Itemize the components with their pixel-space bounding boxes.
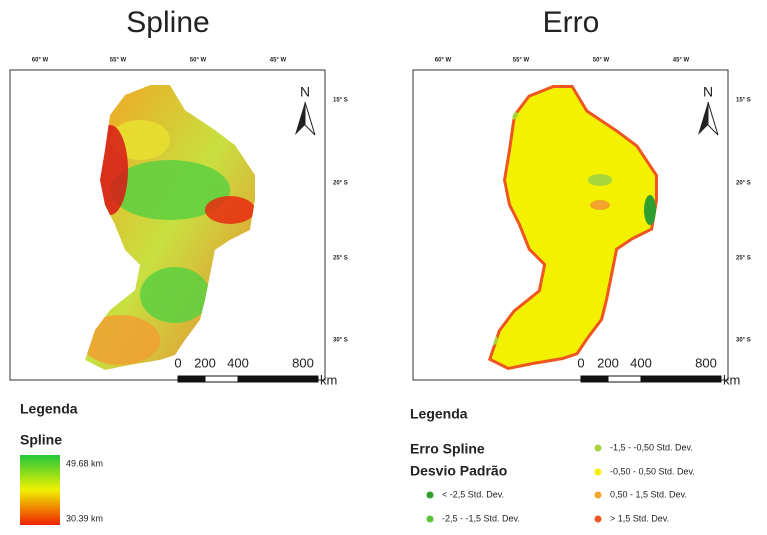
legend-label: > 1,5 Std. Dev. bbox=[610, 513, 669, 523]
blob bbox=[590, 200, 610, 210]
lat-label: 20° S bbox=[333, 181, 348, 187]
scale-label: 400 bbox=[227, 355, 249, 370]
legend-label: -0,50 - 0,50 Std. Dev. bbox=[610, 466, 695, 476]
lon-label: 45° W bbox=[270, 58, 287, 64]
legend-title: Spline bbox=[20, 432, 62, 448]
legend-swatch bbox=[427, 492, 434, 499]
scale-bar bbox=[238, 376, 318, 382]
lon-label: 45° W bbox=[673, 58, 690, 64]
lat-label: 20° S bbox=[736, 181, 751, 187]
legend-label: < -2,5 Std. Dev. bbox=[442, 489, 504, 499]
map-title: Erro bbox=[543, 6, 600, 39]
legend-label: -1,5 - -0,50 Std. Dev. bbox=[610, 442, 693, 452]
scale-unit: km bbox=[320, 372, 337, 387]
figure: Spline 60° W 55° W 50° W 45° W 15° S 20° S 25° … bbox=[0, 0, 767, 530]
scale-label: 200 bbox=[597, 355, 619, 370]
legend-heading: Legenda bbox=[20, 401, 78, 417]
scale-label: 0 bbox=[174, 355, 181, 370]
lat-label: 25° S bbox=[333, 256, 348, 262]
scale-label: 800 bbox=[292, 355, 314, 370]
lat-label: 15° S bbox=[333, 98, 348, 104]
lon-label: 60° W bbox=[435, 58, 452, 64]
legend-swatch bbox=[595, 469, 602, 476]
legend-subtitle: Desvio Padrão bbox=[410, 463, 507, 479]
legend-swatch bbox=[427, 516, 434, 523]
colorbar bbox=[20, 455, 60, 525]
lat-label: 25° S bbox=[736, 256, 751, 262]
legend-swatch bbox=[595, 492, 602, 499]
blob bbox=[588, 174, 612, 186]
north-label: N bbox=[300, 84, 310, 100]
scale-unit: km bbox=[723, 372, 740, 387]
lon-label: 60° W bbox=[32, 58, 49, 64]
scale-label: 800 bbox=[695, 355, 717, 370]
lat-label: 15° S bbox=[736, 98, 751, 104]
lat-label: 30° S bbox=[736, 338, 751, 344]
scale-label: 200 bbox=[194, 355, 216, 370]
legend-max: 49.68 km bbox=[66, 458, 103, 468]
lon-label: 55° W bbox=[513, 58, 530, 64]
lon-label: 50° W bbox=[190, 58, 207, 64]
legend-swatch bbox=[595, 445, 602, 452]
legend-heading: Legenda bbox=[410, 406, 468, 422]
scale-bar bbox=[581, 376, 608, 382]
blob bbox=[644, 195, 656, 225]
scale-bar bbox=[608, 376, 641, 382]
lat-label: 30° S bbox=[333, 338, 348, 344]
legend-min: 30.39 km bbox=[66, 513, 103, 523]
north-label: N bbox=[703, 84, 713, 100]
scale-bar bbox=[641, 376, 721, 382]
legend-title: Erro Spline bbox=[410, 441, 485, 457]
legend-label: 0,50 - 1,5 Std. Dev. bbox=[610, 489, 687, 499]
blob bbox=[140, 267, 210, 323]
blob bbox=[205, 196, 255, 224]
scale-bar bbox=[205, 376, 238, 382]
scale-label: 400 bbox=[630, 355, 652, 370]
map-title: Spline bbox=[126, 6, 209, 39]
lon-label: 50° W bbox=[593, 58, 610, 64]
legend-label: -2,5 - -1,5 Std. Dev. bbox=[442, 513, 520, 523]
scale-bar bbox=[178, 376, 205, 382]
scale-label: 0 bbox=[577, 355, 584, 370]
lon-label: 55° W bbox=[110, 58, 127, 64]
legend-swatch bbox=[595, 516, 602, 523]
